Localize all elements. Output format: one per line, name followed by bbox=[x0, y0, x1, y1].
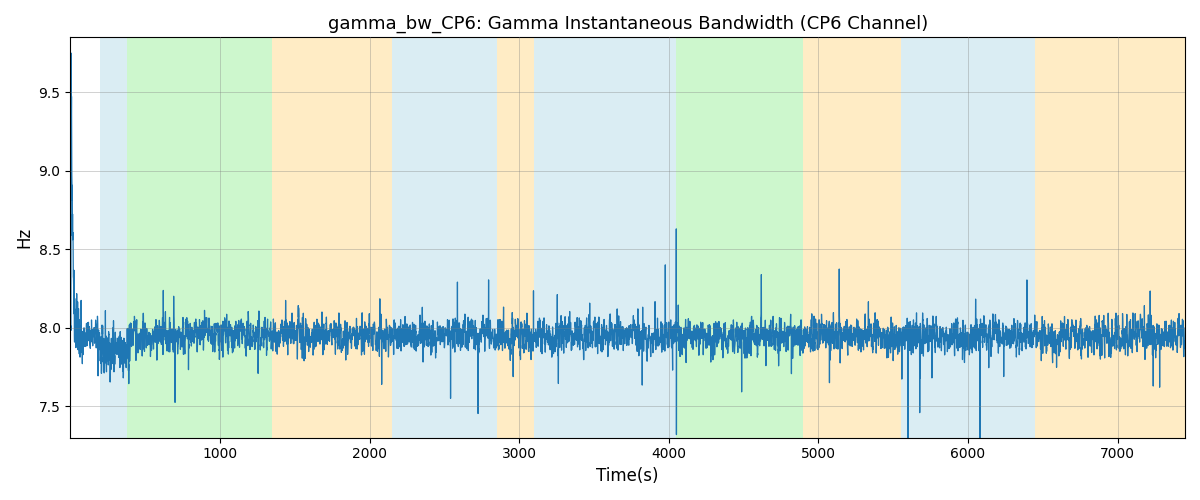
Bar bbox=[654, 38, 677, 438]
X-axis label: Time(s): Time(s) bbox=[596, 467, 659, 485]
Bar bbox=[534, 38, 654, 438]
Bar bbox=[1036, 38, 1184, 438]
Bar bbox=[497, 38, 534, 438]
Bar bbox=[101, 38, 127, 438]
Bar bbox=[127, 38, 272, 438]
Bar bbox=[272, 38, 392, 438]
Bar bbox=[392, 38, 497, 438]
Bar bbox=[901, 38, 1036, 438]
Title: gamma_bw_CP6: Gamma Instantaneous Bandwidth (CP6 Channel): gamma_bw_CP6: Gamma Instantaneous Bandwi… bbox=[328, 15, 928, 34]
Y-axis label: Hz: Hz bbox=[16, 227, 34, 248]
Bar bbox=[804, 38, 901, 438]
Bar bbox=[677, 38, 804, 438]
